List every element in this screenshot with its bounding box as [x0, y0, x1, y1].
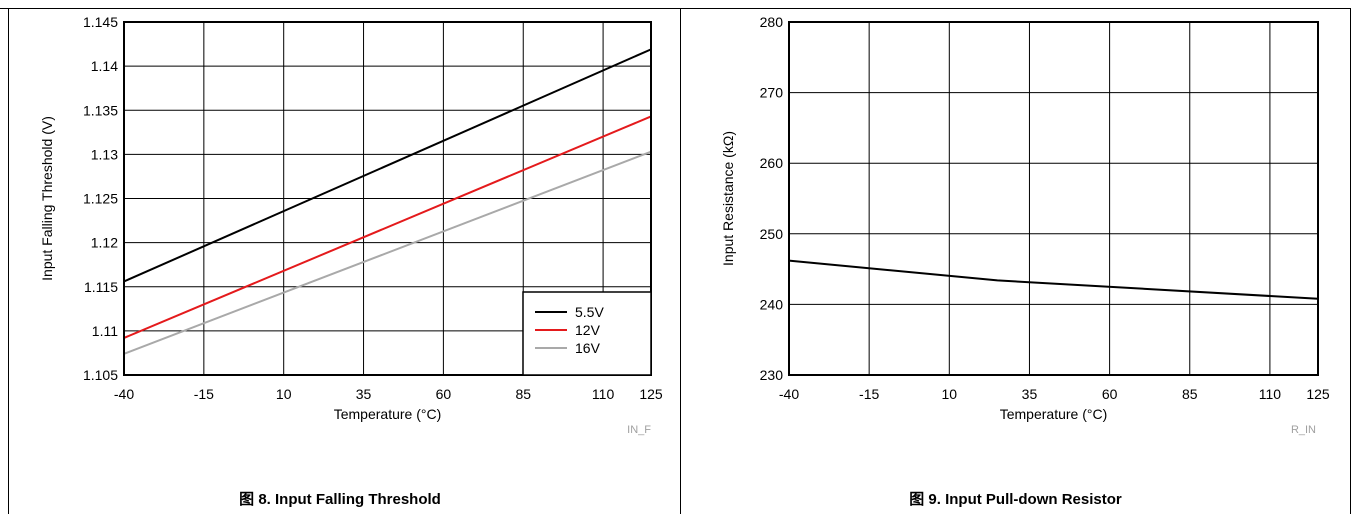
x-tick-label: 85	[515, 386, 531, 402]
series-line-5.5V	[123, 48, 652, 283]
figure-code: IN_F	[627, 424, 651, 436]
y-tick-label: 1.13	[91, 146, 118, 162]
x-tick-label: -15	[194, 386, 214, 402]
series-line-16V	[123, 150, 652, 355]
x-tick-label: 125	[639, 386, 663, 402]
x-tick-label: -40	[779, 386, 799, 402]
figure-caption-left: 图 8. Input Falling Threshold	[239, 491, 441, 508]
x-tick-label: 60	[436, 386, 452, 402]
y-tick-label: 240	[760, 296, 784, 312]
y-tick-label: 260	[760, 155, 784, 171]
x-tick-label: 10	[942, 386, 958, 402]
x-tick-label: 85	[1182, 386, 1198, 402]
legend: 5.5V 12V 16V	[522, 291, 652, 376]
x-tick-label: 35	[1022, 386, 1038, 402]
x-axis-label: Temperature (°C)	[334, 406, 442, 422]
x-axis-label: Temperature (°C)	[1000, 406, 1108, 422]
x-tick-label: 35	[356, 386, 372, 402]
x-tick-label: -40	[114, 386, 134, 402]
x-tick-label: -15	[859, 386, 879, 402]
series-line-12V	[123, 115, 652, 339]
y-tick-label: 1.11	[92, 323, 118, 339]
legend-label: 5.5V	[575, 304, 604, 320]
x-tick-label: 125	[1306, 386, 1330, 402]
y-tick-label: 1.145	[83, 14, 118, 30]
x-tick-label: 60	[1102, 386, 1118, 402]
x-tick-label: 10	[276, 386, 292, 402]
chart-input-pull-down-resistor: -40 -15 10 35 60 85 110 125 230 240 250 260 270 280 Te…	[720, 14, 1330, 436]
y-tick-label: 1.12	[91, 235, 118, 251]
plot-area-border	[123, 21, 652, 376]
y-tick-label: 1.105	[83, 367, 118, 383]
x-tick-label: 110	[592, 386, 615, 402]
y-tick-label: 1.115	[84, 279, 118, 295]
legend-label: 12V	[575, 322, 601, 338]
figure-code: R_IN	[1291, 424, 1316, 436]
x-tick-label: 110	[1259, 386, 1282, 402]
y-tick-label: 1.14	[91, 58, 118, 74]
series-line-0	[788, 259, 1319, 300]
legend-box	[522, 291, 652, 376]
y-tick-label: 230	[760, 367, 784, 383]
figure-caption-right: 图 9. Input Pull-down Resistor	[909, 491, 1122, 508]
y-axis-label: Input Resistance (kΩ)	[720, 131, 736, 266]
chart-input-falling-threshold: -40 -15 10 35 60 85 110 125 1.105 1.11 1.115 1.12 1.…	[39, 14, 663, 436]
y-tick-label: 250	[760, 226, 784, 242]
y-tick-label: 1.135	[83, 102, 118, 118]
plot-area-border	[788, 21, 1319, 376]
y-tick-label: 1.125	[83, 191, 118, 207]
y-tick-label: 280	[760, 14, 784, 30]
legend-label: 16V	[575, 340, 601, 356]
y-axis-label: Input Falling Threshold (V)	[39, 116, 55, 281]
y-tick-label: 270	[760, 85, 784, 101]
